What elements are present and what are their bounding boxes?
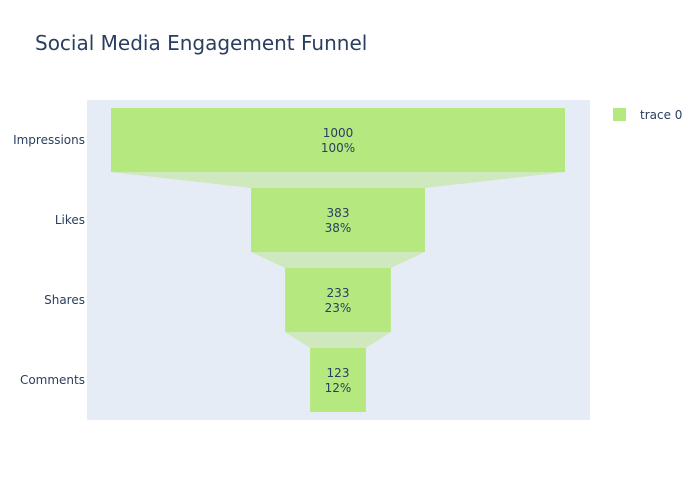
funnel-bar-impressions[interactable] — [111, 108, 565, 172]
bar-percent-label: 38% — [325, 221, 352, 235]
funnel-bar-shares[interactable] — [285, 268, 391, 332]
connectors-group — [111, 172, 565, 348]
bar-percent-label: 23% — [325, 301, 352, 315]
legend-label[interactable]: trace 0 — [640, 108, 682, 122]
category-labels-group: Impressions Likes Shares Comments — [13, 133, 85, 387]
bar-value-label: 1000 — [323, 126, 354, 140]
bar-value-label: 383 — [327, 206, 350, 220]
category-label: Impressions — [13, 133, 85, 147]
category-label: Comments — [20, 373, 85, 387]
funnel-connector-2 — [251, 252, 425, 268]
bar-percent-label: 100% — [321, 141, 355, 155]
funnel-connector-3 — [285, 332, 391, 348]
bar-value-label: 233 — [327, 286, 350, 300]
bar-value-label: 123 — [327, 366, 350, 380]
legend[interactable]: trace 0 — [613, 108, 682, 122]
funnel-bar-comments[interactable] — [310, 348, 366, 412]
funnel-connector-1 — [111, 172, 565, 188]
category-label: Shares — [44, 293, 85, 307]
bar-percent-label: 12% — [325, 381, 352, 395]
category-label: Likes — [55, 213, 85, 227]
legend-swatch[interactable] — [613, 108, 626, 121]
funnel-bar-likes[interactable] — [251, 188, 425, 252]
chart-title: Social Media Engagement Funnel — [35, 31, 367, 55]
